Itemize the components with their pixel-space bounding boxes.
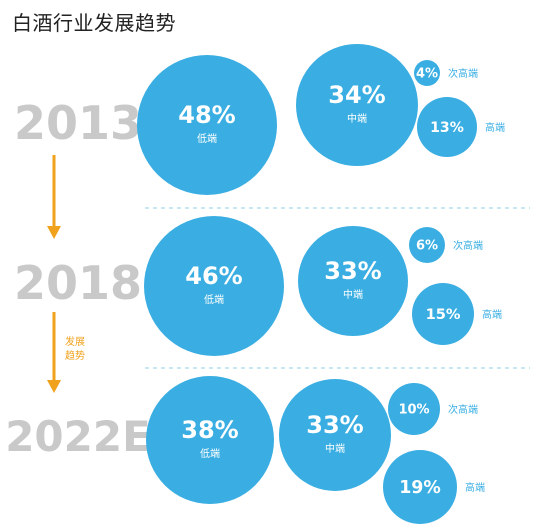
- bubble-1: [298, 226, 408, 336]
- bubble-category-label: 次高端: [448, 67, 478, 80]
- year-label: 2022E: [5, 412, 151, 461]
- trend-label-line2: 趋势: [65, 349, 85, 362]
- bubble-2: [409, 227, 445, 263]
- trend-arrow-1-head: [47, 226, 61, 239]
- bubble-value-label: 33%: [324, 257, 381, 285]
- bubble-0: [144, 216, 284, 356]
- bubble-1: [296, 44, 418, 166]
- bubble-3: [383, 450, 457, 524]
- bubble-category-label: 高端: [482, 308, 502, 321]
- bubble-1: [279, 379, 391, 491]
- bubble-value-label: 10%: [398, 402, 429, 417]
- bubble-0: [146, 376, 274, 504]
- bubble-category-label: 高端: [465, 481, 485, 494]
- bubble-value-label: 6%: [416, 238, 438, 253]
- bubble-0: [137, 55, 277, 195]
- bubble-value-label: 4%: [416, 66, 438, 81]
- bubble-value-label: 13%: [430, 120, 464, 136]
- year-label: 2018: [14, 256, 142, 310]
- bubble-category-label: 中端: [347, 112, 367, 125]
- bubble-value-label: 48%: [178, 101, 235, 129]
- bubble-category-label: 次高端: [453, 239, 483, 252]
- bubble-value-label: 15%: [426, 306, 461, 323]
- bubble-category-label: 高端: [485, 121, 505, 134]
- bubble-2: [388, 383, 440, 435]
- trend-label-line1: 发展: [65, 335, 85, 348]
- bubble-3: [412, 283, 474, 345]
- bubble-value-label: 19%: [399, 478, 441, 498]
- trend-arrow-2-head: [47, 380, 61, 393]
- bubble-3: [417, 97, 477, 157]
- bubble-category-label: 中端: [343, 288, 363, 301]
- chart-title: 白酒行业发展趋势: [12, 11, 176, 35]
- bubble-category-label: 次高端: [448, 403, 478, 416]
- bubble-value-label: 46%: [185, 262, 242, 290]
- bubble-category-label: 中端: [325, 442, 345, 455]
- bubble-2: [414, 60, 440, 86]
- year-label: 2013: [14, 96, 142, 150]
- bubble-category-label: 低端: [197, 132, 217, 145]
- bubble-category-label: 低端: [204, 293, 224, 306]
- bubble-value-label: 34%: [328, 81, 385, 109]
- bubble-category-label: 低端: [200, 447, 220, 460]
- bubble-value-label: 33%: [306, 411, 363, 439]
- bubble-value-label: 38%: [181, 416, 238, 444]
